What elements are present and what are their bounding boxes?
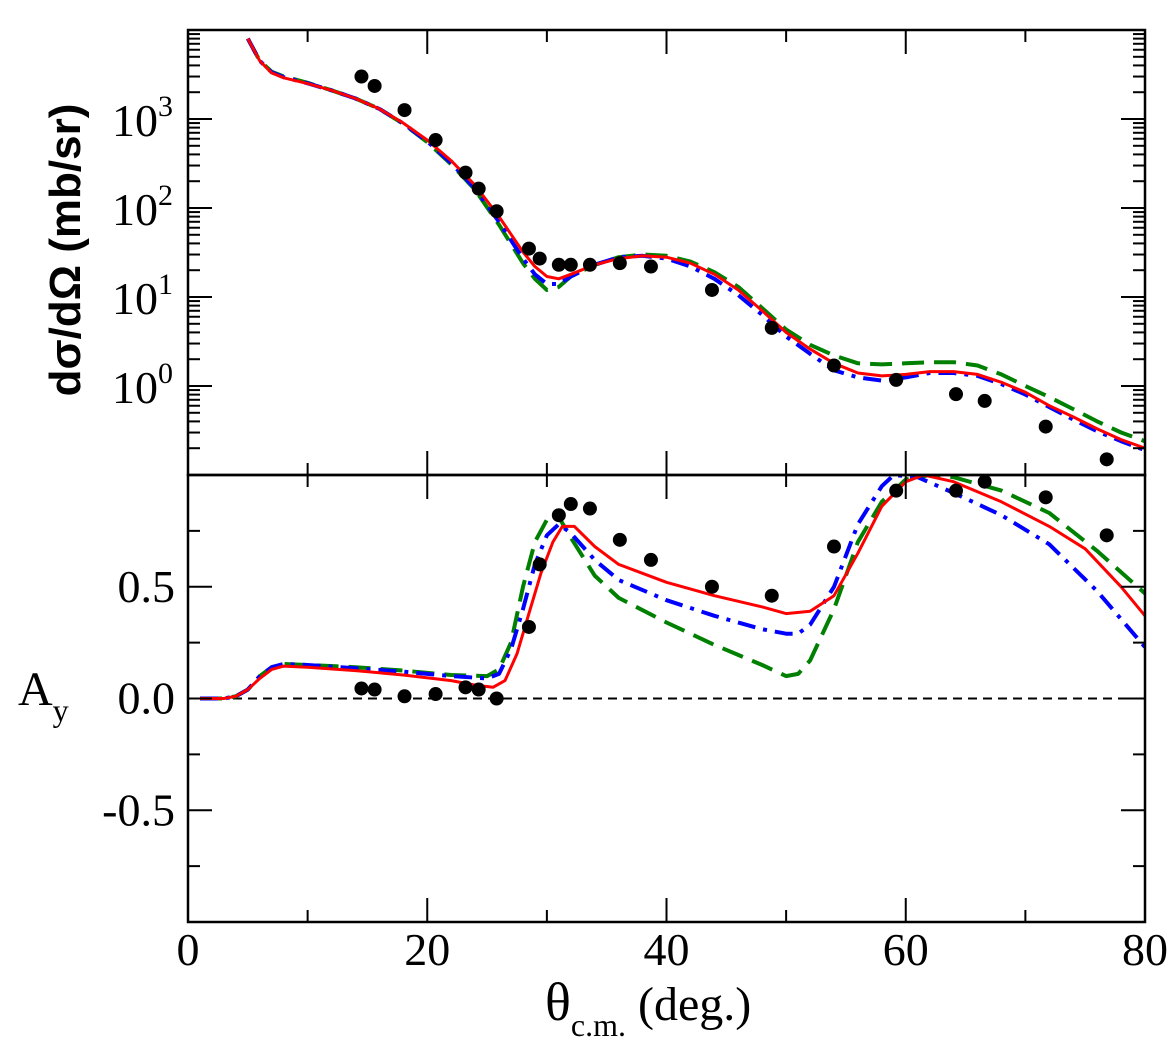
- tick-exponent: 3: [158, 90, 173, 123]
- bottom-data-point: [521, 619, 536, 634]
- top-data-point: [764, 320, 779, 335]
- top-data-point: [471, 181, 486, 196]
- bottom-series-solid-line: [200, 475, 1145, 700]
- top-plot-area: [246, 37, 1145, 467]
- tick-base: 10: [112, 95, 158, 146]
- bottom-series-dash-dot-line: [200, 475, 1145, 701]
- top-data-point: [826, 358, 841, 373]
- y-tick-label: 0.5: [118, 561, 176, 612]
- y-tick-label: 100: [112, 357, 173, 413]
- top-frame: [186, 28, 1147, 477]
- y-tick-label: 0.0: [118, 673, 176, 724]
- bottom-data-point: [826, 539, 841, 554]
- x-tick-label: 80: [1122, 924, 1168, 975]
- top-data-point: [612, 256, 627, 271]
- x-tick-label: 60: [883, 924, 929, 975]
- xlabel-main: θ: [545, 972, 571, 1032]
- bottom-data-point: [354, 681, 369, 696]
- top-data-point: [1038, 419, 1053, 434]
- top-data-point: [458, 165, 473, 180]
- ay-main: A: [18, 663, 53, 716]
- top-data-point: [1099, 452, 1114, 467]
- top-data-point: [948, 387, 963, 402]
- bottom-data-point: [643, 552, 658, 567]
- top-data-point: [489, 204, 504, 219]
- bottom-data-point: [582, 501, 597, 516]
- bottom-data-point: [551, 508, 566, 523]
- tick-exponent: 1: [158, 268, 173, 301]
- top-data-point: [428, 133, 443, 148]
- top-data-point: [977, 393, 992, 408]
- bottom-data-point: [704, 579, 719, 594]
- tick-base: 10: [112, 273, 158, 324]
- top-data-point: [704, 282, 719, 297]
- top-data-point: [367, 78, 382, 93]
- tick-base: 10: [112, 362, 158, 413]
- x-tick-label: 0: [177, 924, 200, 975]
- ay-sub: y: [53, 692, 69, 728]
- bottom-data-point: [397, 689, 412, 704]
- bottom-data-point: [612, 532, 627, 547]
- top-data-point: [563, 257, 578, 272]
- bottom-y-axis-title: Ay: [18, 663, 69, 728]
- top-series-solid-line: [246, 37, 1145, 450]
- x-tick-label: 20: [404, 924, 450, 975]
- y-tick-label: 101: [112, 268, 173, 324]
- bottom-data-point: [367, 682, 382, 697]
- top-data-point: [643, 259, 658, 274]
- top-series-dash-dot-line: [246, 37, 1145, 453]
- bottom-data-point: [889, 483, 904, 498]
- bottom-data-point: [977, 475, 992, 489]
- top-data-point: [521, 241, 536, 256]
- bottom-data-point: [489, 691, 504, 706]
- y-tick-label: -0.5: [102, 784, 175, 835]
- x-axis-title: θc.m. (deg.): [545, 972, 751, 1043]
- top-data-point: [397, 103, 412, 118]
- bottom-data-point: [532, 557, 547, 572]
- bottom-series-dashed-line: [200, 475, 1145, 701]
- x-tick-label: 40: [644, 924, 690, 975]
- top-data-point: [582, 257, 597, 272]
- bottom-plot-area: [188, 475, 1145, 706]
- top-data-point: [354, 69, 369, 84]
- bottom-data-point: [1099, 528, 1114, 543]
- top-data-point: [551, 257, 566, 272]
- bottom-data-point: [471, 682, 486, 697]
- bottom-data-point: [764, 588, 779, 603]
- tick-exponent: 0: [158, 357, 173, 390]
- xlabel-sub: c.m.: [571, 1007, 626, 1043]
- top-y-axis-title: dσ/dΩ (mb/sr): [41, 104, 90, 397]
- top-data-point: [889, 372, 904, 387]
- xlabel-rest: (deg.): [626, 978, 751, 1031]
- bottom-data-point: [948, 483, 963, 498]
- tick-base: 10: [112, 184, 158, 235]
- bottom-data-point: [1038, 490, 1053, 505]
- top-data-point: [532, 251, 547, 266]
- y-tick-label: 102: [112, 179, 173, 235]
- tick-exponent: 2: [158, 179, 173, 212]
- bottom-data-point: [428, 687, 443, 702]
- bottom-data-point: [563, 497, 578, 512]
- bottom-data-point: [458, 680, 473, 695]
- top-series-dashed-line: [246, 37, 1145, 444]
- y-tick-label: 103: [112, 90, 173, 146]
